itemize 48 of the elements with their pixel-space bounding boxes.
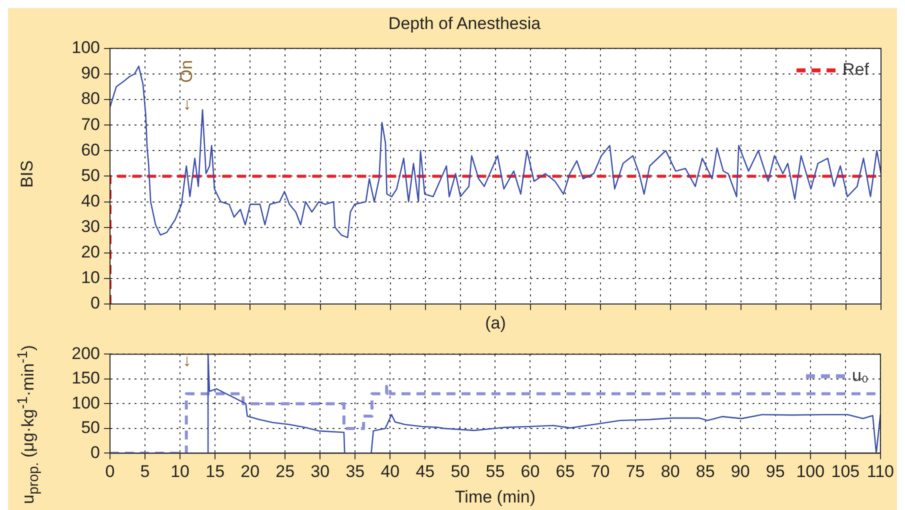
y-tick-label: 30 <box>81 217 100 236</box>
x-tick-label: 40 <box>380 462 400 482</box>
y-tick-label: 40 <box>81 191 100 210</box>
x-tick-label: 55 <box>486 462 505 482</box>
x-tick-label: 100 <box>796 462 825 482</box>
x-tick-label: 0 <box>105 462 115 482</box>
x-tick-label: 110 <box>866 462 894 482</box>
annotation: On <box>176 60 196 83</box>
x-tick-label: 30 <box>310 462 330 482</box>
chart-title: Depth of Anesthesia <box>388 14 542 33</box>
x-tick-label: 80 <box>660 462 680 482</box>
text: (a) <box>485 314 506 333</box>
y-tick-label: 80 <box>81 89 100 108</box>
x-tick-label: 45 <box>416 462 435 482</box>
annotation: ↓ <box>182 350 192 370</box>
annotation: ↓ <box>182 94 192 114</box>
x-tick-label: 15 <box>206 462 225 482</box>
x-axis-title: Time (min) <box>454 487 536 506</box>
x-tick-label: 85 <box>696 462 715 482</box>
y-tick-label: 0 <box>90 442 100 462</box>
legend-label: Ref <box>842 60 870 80</box>
x-tick-label: 70 <box>590 462 610 482</box>
x-tick-label: 35 <box>346 462 365 482</box>
y-tick-label: 150 <box>72 368 100 388</box>
x-tick-label: 20 <box>240 462 260 482</box>
legend-label: u₀ <box>852 366 868 385</box>
y-tick-label: 200 <box>72 344 100 363</box>
y-tick-label: 10 <box>81 268 100 288</box>
x-tick-label: 50 <box>450 462 470 482</box>
x-tick-label: 5 <box>140 462 150 482</box>
y-tick-label: 100 <box>72 393 100 412</box>
y-tick-label: 50 <box>81 166 100 185</box>
y-tick-label: 90 <box>81 64 100 83</box>
y-tick-label: 70 <box>81 114 100 134</box>
x-tick-label: 65 <box>556 462 575 482</box>
y-tick-label: 60 <box>81 140 100 160</box>
y-tick-label: 100 <box>72 38 100 58</box>
x-tick-label: 75 <box>626 462 645 482</box>
y-tick-label: 0 <box>90 294 100 313</box>
x-tick-label: 10 <box>170 462 190 482</box>
y-tick-label: 20 <box>81 242 100 262</box>
y-axis-title: BIS <box>18 160 38 188</box>
x-tick-label: 105 <box>831 462 860 482</box>
y-tick-label: 50 <box>81 418 100 438</box>
x-tick-label: 25 <box>276 462 295 482</box>
x-tick-label: 90 <box>730 462 750 482</box>
x-tick-label: 95 <box>766 462 785 482</box>
x-tick-label: 60 <box>520 462 540 482</box>
